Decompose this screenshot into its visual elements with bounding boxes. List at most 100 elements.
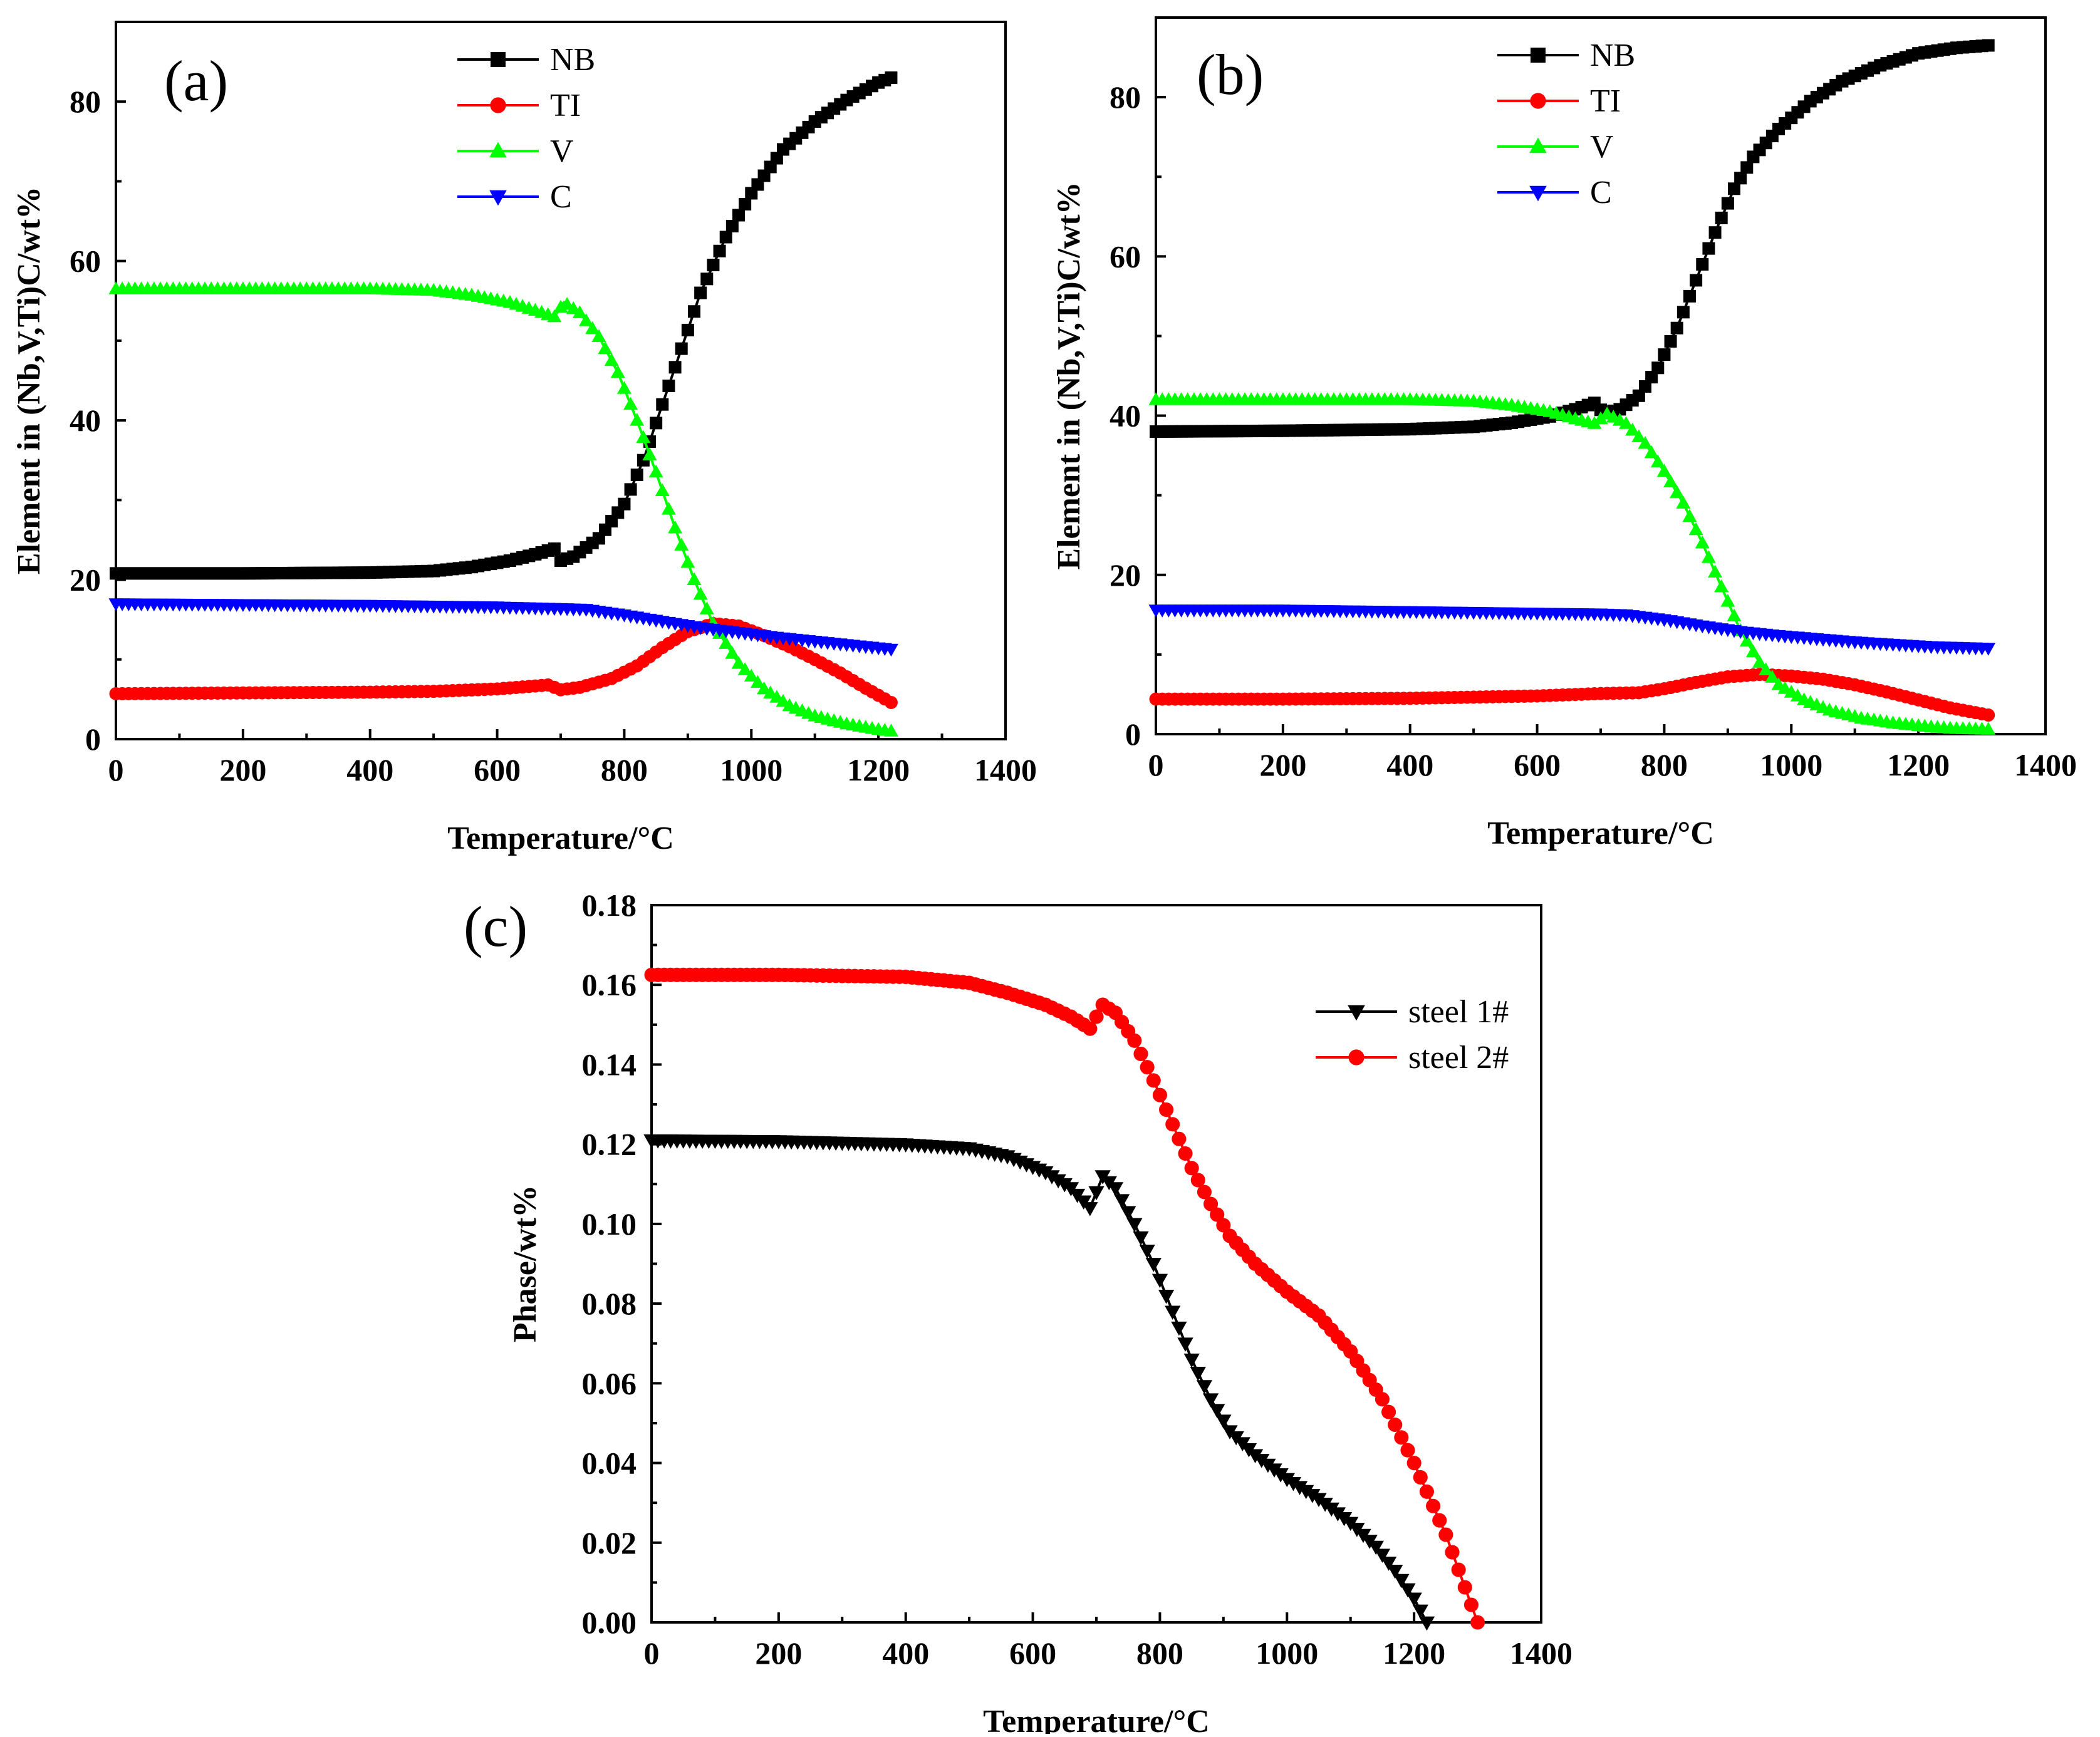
data-point [1133, 1231, 1149, 1246]
data-point [1159, 1102, 1174, 1117]
data-point [656, 398, 669, 411]
data-point [1587, 416, 1602, 429]
data-point [1708, 564, 1723, 578]
data-point [739, 198, 752, 211]
data-point [591, 329, 606, 343]
series-ti [109, 617, 898, 709]
panel-label: (a) [164, 49, 228, 113]
data-point [1740, 161, 1754, 174]
data-point [616, 381, 632, 394]
y-tick-label: 0.12 [582, 1127, 637, 1162]
y-tick-label: 20 [1110, 557, 1141, 593]
data-point [1734, 172, 1747, 185]
y-tick-label: 40 [70, 403, 101, 438]
legend-label: V [1590, 129, 1614, 165]
data-point [1165, 1305, 1181, 1320]
x-tick-label: 800 [601, 752, 648, 787]
data-point [1457, 1580, 1472, 1595]
data-point [1728, 182, 1740, 195]
data-point [1127, 1033, 1142, 1048]
data-point [630, 413, 645, 426]
x-tick-label: 0 [644, 1636, 660, 1671]
legend-marker [1529, 185, 1547, 202]
y-tick-label: 80 [70, 84, 101, 119]
x-tick-label: 1400 [1510, 1636, 1572, 1671]
data-point [1419, 1484, 1434, 1499]
data-point [707, 259, 720, 272]
data-point [1714, 579, 1729, 593]
data-point [1139, 1244, 1155, 1259]
data-point [1089, 1009, 1104, 1024]
data-point [883, 723, 898, 737]
data-point [1037, 1166, 1054, 1181]
legend-marker [1529, 137, 1547, 153]
data-point [725, 646, 740, 659]
x-tick-label: 1000 [1760, 747, 1822, 782]
data-point [1215, 1414, 1232, 1429]
x-tick-label: 200 [219, 752, 266, 787]
legend-label: V [550, 133, 574, 169]
data-point [1381, 1404, 1396, 1419]
data-point [744, 668, 759, 682]
data-point [713, 244, 726, 257]
series-ti [1149, 668, 1995, 722]
data-point [1676, 306, 1690, 319]
data-point [699, 601, 714, 614]
legend-label: NB [550, 42, 595, 78]
data-point [1216, 1218, 1231, 1233]
data-point [1120, 1206, 1136, 1221]
series-c [1148, 604, 1996, 656]
x-tick-label: 800 [1136, 1636, 1183, 1671]
data-point [700, 272, 714, 286]
data-point [1151, 1273, 1168, 1288]
data-point [1650, 454, 1665, 468]
legend-label: steel 2# [1408, 1040, 1509, 1076]
data-point [604, 353, 619, 366]
legend-marker [490, 97, 506, 113]
x-tick-label: 600 [1009, 1636, 1056, 1671]
data-point [1625, 422, 1640, 436]
data-point [1715, 211, 1728, 224]
y-tick-label: 60 [1110, 239, 1141, 274]
x-tick-label: 800 [1641, 747, 1688, 782]
data-point [884, 695, 898, 709]
data-point [668, 361, 682, 374]
data-point [1720, 594, 1735, 607]
data-point [1202, 1393, 1219, 1408]
data-point [661, 502, 676, 515]
legend-marker [489, 190, 507, 206]
panel-b: 0 200 400 600 800 1000 1200 1400 0 20 40 60 80 Temper… [1051, 16, 2077, 851]
x-tick-label: 400 [882, 1636, 929, 1671]
x-tick-label: 0 [108, 752, 124, 787]
data-point [1165, 1117, 1180, 1132]
legend-label: C [1590, 175, 1612, 210]
data-point [1387, 1564, 1403, 1579]
data-point [1171, 1321, 1187, 1336]
y-tick-label: 0 [1125, 717, 1141, 752]
data-point [1140, 1060, 1155, 1075]
x-tick-label: 1400 [974, 752, 1037, 787]
data-point [1982, 708, 1995, 722]
data-point [1727, 608, 1742, 621]
data-point [693, 586, 708, 600]
data-point [1426, 1498, 1441, 1513]
data-point [1184, 1161, 1199, 1176]
data-point [1982, 39, 1995, 52]
data-point [688, 305, 700, 318]
data-point [719, 231, 732, 244]
data-point [1107, 1182, 1124, 1196]
y-tick-label: 0.06 [582, 1366, 637, 1401]
legend-marker [1530, 93, 1546, 109]
y-tick-label: 0.18 [582, 888, 637, 923]
data-point [662, 379, 675, 392]
data-point [1400, 1443, 1415, 1458]
x-tick-label: 400 [346, 752, 393, 787]
data-point [1406, 1456, 1422, 1471]
data-point [1656, 464, 1671, 477]
data-point [687, 572, 702, 586]
x-tick-label: 200 [755, 1636, 802, 1671]
data-point [1470, 1615, 1485, 1630]
data-point [675, 342, 688, 355]
